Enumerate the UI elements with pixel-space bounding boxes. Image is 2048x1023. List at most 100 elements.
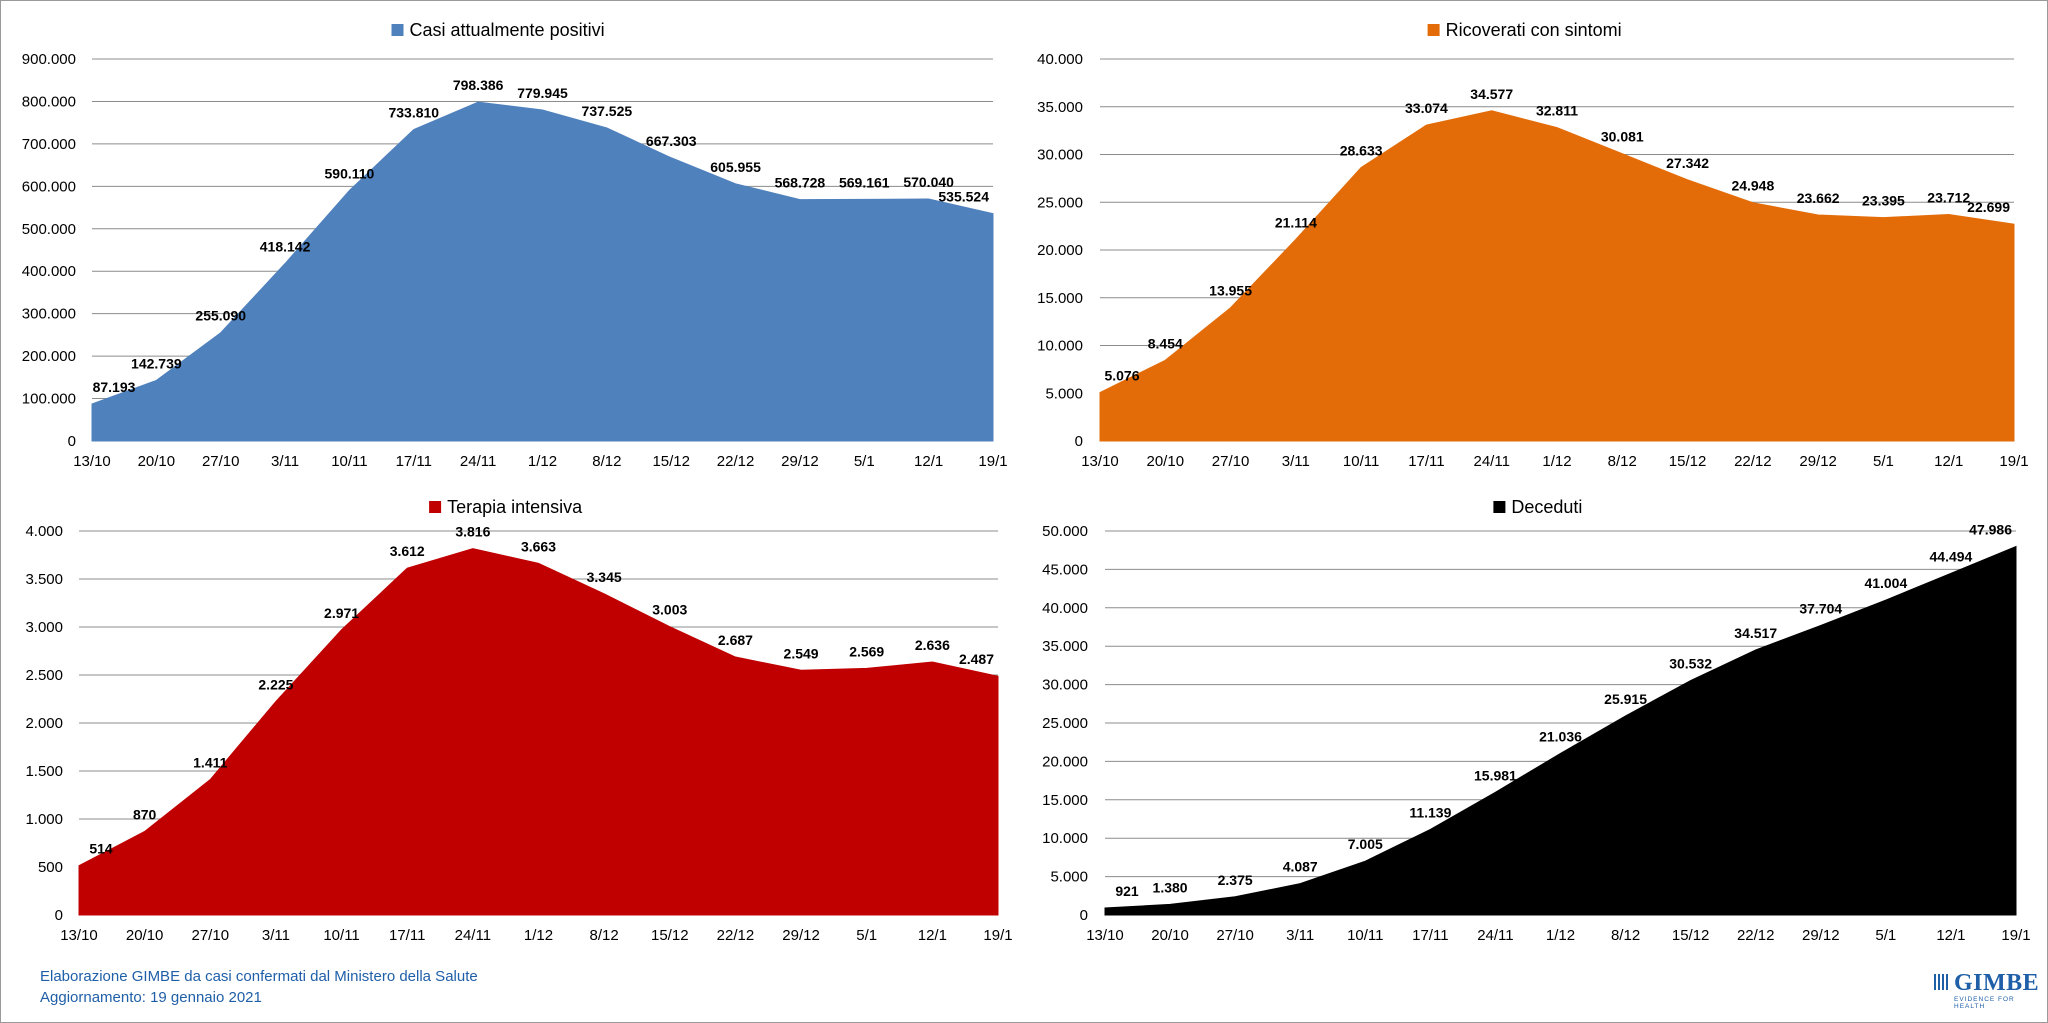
- y-tick-label: 500.000: [22, 221, 76, 238]
- x-tick-label: 8/12: [1608, 453, 1637, 470]
- data-label: 2.225: [258, 676, 293, 692]
- chart-terapia-intensiva: 0 500 1.000 1.500 2.000 2.500 3.000 3.500 4.000 1…: [25, 497, 1012, 944]
- data-label: 33.074: [1405, 100, 1448, 116]
- data-label: 23.662: [1797, 190, 1840, 206]
- data-label: 570.040: [903, 174, 954, 190]
- y-tick-label: 0: [55, 907, 63, 924]
- series-area-casi-positivi: [91, 101, 994, 442]
- x-tick-label: 3/11: [1286, 927, 1314, 944]
- x-tick-label: 15/12: [1672, 927, 1710, 944]
- x-tick-label: 1/12: [1542, 453, 1571, 470]
- legend-label: Ricoverati con sintomi: [1446, 20, 1622, 40]
- y-tick-label: 2.000: [25, 715, 63, 732]
- data-label: 737.525: [582, 103, 633, 119]
- y-tick-label: 3.000: [25, 619, 63, 636]
- data-label: 779.945: [517, 85, 568, 101]
- x-tick-label: 13/10: [1086, 927, 1124, 944]
- data-label: 30.532: [1669, 656, 1712, 672]
- x-tick-label: 10/11: [331, 453, 367, 470]
- x-tick-label: 12/1: [1934, 453, 1963, 470]
- x-tick-label: 5/1: [854, 453, 875, 470]
- data-label: 798.386: [453, 77, 504, 93]
- data-label: 2.636: [915, 637, 950, 653]
- y-tick-label: 3.500: [25, 571, 63, 588]
- data-label: 514: [89, 841, 113, 857]
- gimbe-logo: GIMBE EVIDENCE FOR HEALTH: [1934, 970, 2039, 1010]
- data-label: 34.517: [1734, 625, 1777, 641]
- x-tick-label: 10/11: [1343, 453, 1379, 470]
- y-tick-label: 10.000: [1042, 830, 1088, 847]
- data-label: 23.395: [1862, 193, 1905, 209]
- x-tick-label: 29/12: [782, 927, 820, 944]
- x-tick-label: 3/11: [271, 453, 299, 470]
- x-tick-label: 10/11: [323, 927, 359, 944]
- x-tick-label: 8/12: [590, 927, 619, 944]
- legend-terapia-intensiva: Terapia intensiva: [429, 497, 583, 517]
- data-label: 13.955: [1209, 283, 1252, 299]
- y-tick-label: 800.000: [22, 93, 76, 110]
- data-label: 2.375: [1218, 872, 1253, 888]
- legend-swatch: [1427, 24, 1440, 36]
- y-tick-label: 900.000: [22, 51, 76, 68]
- data-label: 3.663: [521, 538, 556, 554]
- y-tick-label: 0: [68, 433, 76, 450]
- x-tick-label: 27/10: [192, 927, 230, 944]
- footer-update-date: Aggiornamento: 19 gennaio 2021: [40, 989, 262, 1006]
- y-tick-label: 5.000: [1045, 385, 1083, 402]
- y-tick-label: 600.000: [22, 178, 76, 195]
- data-label: 21.036: [1539, 728, 1582, 744]
- data-label: 418.142: [260, 239, 311, 255]
- data-label: 142.739: [131, 355, 182, 371]
- x-tick-label: 24/11: [455, 927, 491, 944]
- x-tick-label: 20/10: [138, 453, 176, 470]
- data-label: 28.633: [1340, 143, 1383, 159]
- y-tick-label: 200.000: [22, 348, 76, 365]
- data-label: 2.569: [849, 643, 884, 659]
- x-tick-label: 3/11: [262, 927, 290, 944]
- x-tick-label: 1/12: [524, 927, 553, 944]
- x-tick-label: 13/10: [73, 453, 111, 470]
- data-label: 30.081: [1601, 129, 1644, 145]
- x-tick-label: 19/1: [983, 927, 1012, 944]
- x-tick-label: 10/11: [1347, 927, 1383, 944]
- x-tick-label: 29/12: [1802, 927, 1840, 944]
- legend-swatch: [391, 24, 404, 36]
- y-tick-label: 15.000: [1042, 792, 1088, 809]
- y-tick-label: 100.000: [22, 391, 76, 408]
- data-label: 15.981: [1474, 767, 1517, 783]
- y-tick-label: 25.000: [1037, 194, 1083, 211]
- data-label: 590.110: [325, 166, 375, 182]
- y-tick-label: 400.000: [22, 263, 76, 280]
- x-tick-label: 22/12: [1734, 453, 1772, 470]
- data-label: 1.411: [193, 755, 227, 771]
- y-tick-label: 1.000: [25, 811, 63, 828]
- data-label: 25.915: [1604, 691, 1647, 707]
- y-tick-label: 25.000: [1042, 715, 1088, 732]
- x-tick-label: 5/1: [1875, 927, 1896, 944]
- x-tick-label: 17/11: [396, 453, 432, 470]
- x-tick-label: 17/11: [389, 927, 425, 944]
- data-label: 3.816: [455, 524, 490, 540]
- gimbe-logo-tagline: EVIDENCE FOR HEALTH: [1954, 996, 2015, 1010]
- data-label: 7.005: [1348, 836, 1383, 852]
- y-tick-label: 4.000: [25, 523, 63, 540]
- x-tick-label: 12/1: [918, 927, 947, 944]
- x-tick-label: 22/12: [1737, 927, 1775, 944]
- legend-ricoverati: Ricoverati con sintomi: [1427, 20, 1622, 40]
- legend-deceduti: Deceduti: [1493, 497, 1582, 517]
- y-tick-label: 1.500: [25, 763, 63, 780]
- chart-deceduti: 0 5.000 10.000 15.000 20.000 25.000 30.000 35.0…: [1042, 497, 2030, 944]
- series-area-terapia-intensiva: [78, 548, 999, 916]
- data-label: 21.114: [1275, 214, 1317, 230]
- data-label: 23.712: [1927, 190, 1970, 206]
- y-tick-label: 10.000: [1037, 338, 1083, 355]
- x-tick-label: 20/10: [1151, 927, 1189, 944]
- y-tick-label: 45.000: [1042, 561, 1088, 578]
- data-label: 22.699: [1967, 199, 2010, 215]
- data-label: 24.948: [1731, 178, 1774, 194]
- x-tick-label: 12/1: [1936, 927, 1965, 944]
- chart-casi-positivi: 0 100.000 200.000 300.000 400.000 500.000 600.…: [22, 20, 1008, 470]
- x-tick-label: 19/1: [2001, 927, 2030, 944]
- x-tick-label: 15/12: [1669, 453, 1707, 470]
